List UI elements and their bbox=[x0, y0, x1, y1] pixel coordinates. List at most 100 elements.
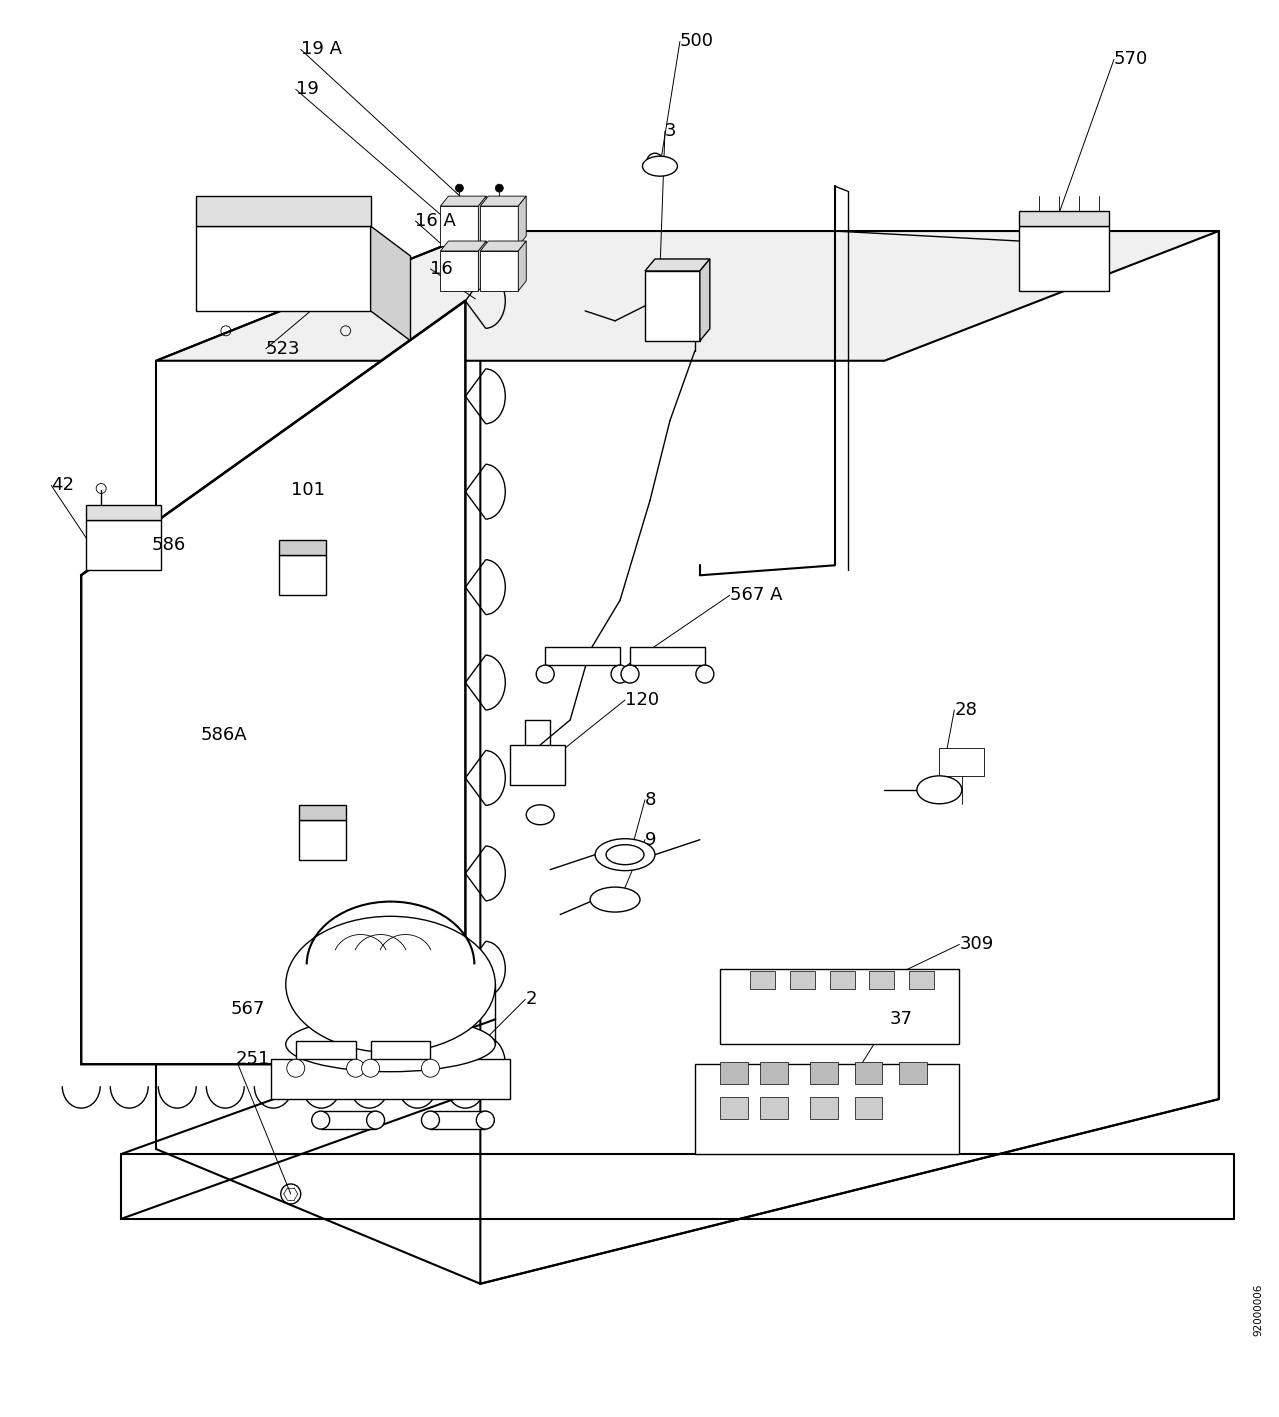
Bar bbox=[431, 1111, 485, 1129]
Text: 3: 3 bbox=[665, 122, 677, 140]
Bar bbox=[870, 972, 894, 989]
Polygon shape bbox=[481, 251, 518, 290]
Text: 570: 570 bbox=[1114, 51, 1149, 68]
Bar bbox=[854, 1063, 883, 1084]
Bar bbox=[810, 1097, 838, 1119]
Ellipse shape bbox=[362, 1060, 380, 1077]
Circle shape bbox=[353, 1076, 368, 1093]
Polygon shape bbox=[478, 241, 486, 290]
Bar bbox=[749, 972, 775, 989]
Polygon shape bbox=[478, 196, 486, 247]
Ellipse shape bbox=[622, 665, 640, 683]
Bar bbox=[899, 1063, 927, 1084]
Circle shape bbox=[413, 1076, 428, 1093]
Text: 586A: 586A bbox=[201, 726, 248, 744]
Polygon shape bbox=[86, 520, 161, 570]
Polygon shape bbox=[299, 820, 345, 860]
Polygon shape bbox=[481, 241, 526, 251]
Polygon shape bbox=[481, 196, 526, 205]
Ellipse shape bbox=[285, 917, 495, 1053]
Polygon shape bbox=[371, 227, 411, 341]
Ellipse shape bbox=[917, 777, 962, 803]
Polygon shape bbox=[440, 241, 486, 251]
Text: 28: 28 bbox=[954, 701, 977, 718]
Ellipse shape bbox=[642, 156, 678, 176]
Polygon shape bbox=[299, 805, 345, 820]
Polygon shape bbox=[440, 196, 486, 205]
Polygon shape bbox=[510, 745, 565, 785]
Polygon shape bbox=[86, 506, 161, 520]
Bar bbox=[371, 1041, 431, 1060]
Ellipse shape bbox=[312, 1111, 330, 1129]
Polygon shape bbox=[645, 271, 700, 341]
Ellipse shape bbox=[422, 1060, 440, 1077]
Bar bbox=[854, 1097, 883, 1119]
Ellipse shape bbox=[606, 845, 645, 864]
Ellipse shape bbox=[696, 665, 714, 683]
Text: 523: 523 bbox=[266, 340, 301, 357]
Ellipse shape bbox=[536, 665, 554, 683]
Circle shape bbox=[96, 483, 106, 493]
Ellipse shape bbox=[422, 1111, 440, 1129]
Polygon shape bbox=[694, 1064, 959, 1153]
Ellipse shape bbox=[611, 665, 629, 683]
Text: 37: 37 bbox=[889, 1010, 912, 1029]
Polygon shape bbox=[279, 540, 326, 555]
Bar bbox=[830, 972, 854, 989]
Text: 120: 120 bbox=[625, 691, 659, 708]
Text: 567 A: 567 A bbox=[730, 587, 783, 604]
Ellipse shape bbox=[286, 1060, 304, 1077]
Ellipse shape bbox=[476, 1111, 494, 1129]
Ellipse shape bbox=[347, 1060, 365, 1077]
Circle shape bbox=[647, 153, 663, 169]
Bar bbox=[295, 1041, 356, 1060]
Bar bbox=[939, 748, 985, 777]
Bar bbox=[810, 1063, 838, 1084]
Bar bbox=[720, 1097, 748, 1119]
Bar bbox=[909, 972, 935, 989]
Polygon shape bbox=[196, 227, 371, 310]
Polygon shape bbox=[196, 196, 371, 227]
Text: 19: 19 bbox=[295, 81, 318, 98]
Circle shape bbox=[472, 1076, 489, 1093]
Text: 309: 309 bbox=[959, 935, 994, 954]
Bar bbox=[631, 648, 705, 665]
Circle shape bbox=[495, 230, 504, 237]
Ellipse shape bbox=[367, 1111, 385, 1129]
Ellipse shape bbox=[526, 805, 554, 825]
Text: 500: 500 bbox=[680, 33, 714, 51]
Text: 586: 586 bbox=[151, 537, 185, 554]
Circle shape bbox=[455, 230, 463, 237]
Text: 16: 16 bbox=[431, 259, 453, 278]
Bar bbox=[789, 972, 815, 989]
Polygon shape bbox=[645, 259, 710, 271]
Text: 42: 42 bbox=[51, 476, 74, 495]
Circle shape bbox=[495, 184, 504, 193]
Text: 251: 251 bbox=[235, 1050, 270, 1068]
Bar bbox=[271, 1060, 510, 1100]
Polygon shape bbox=[279, 555, 326, 595]
Text: 92000006: 92000006 bbox=[1253, 1284, 1264, 1336]
Polygon shape bbox=[156, 231, 1219, 361]
Polygon shape bbox=[518, 196, 526, 247]
Polygon shape bbox=[81, 300, 466, 1064]
Bar bbox=[760, 1063, 788, 1084]
Polygon shape bbox=[720, 969, 959, 1044]
Text: 8: 8 bbox=[645, 791, 656, 809]
Text: 101: 101 bbox=[290, 482, 325, 499]
Circle shape bbox=[281, 1185, 301, 1204]
Polygon shape bbox=[700, 259, 710, 341]
Ellipse shape bbox=[590, 887, 640, 913]
Polygon shape bbox=[440, 205, 478, 247]
Polygon shape bbox=[518, 241, 526, 290]
Circle shape bbox=[455, 184, 463, 193]
Polygon shape bbox=[1019, 211, 1109, 227]
Text: 19 A: 19 A bbox=[301, 41, 341, 58]
Bar bbox=[720, 1063, 748, 1084]
Circle shape bbox=[293, 1076, 308, 1093]
Polygon shape bbox=[481, 231, 1219, 1284]
Ellipse shape bbox=[285, 1017, 495, 1071]
Text: 16 A: 16 A bbox=[416, 213, 457, 230]
Text: 2: 2 bbox=[526, 990, 537, 1009]
Polygon shape bbox=[1019, 227, 1109, 290]
